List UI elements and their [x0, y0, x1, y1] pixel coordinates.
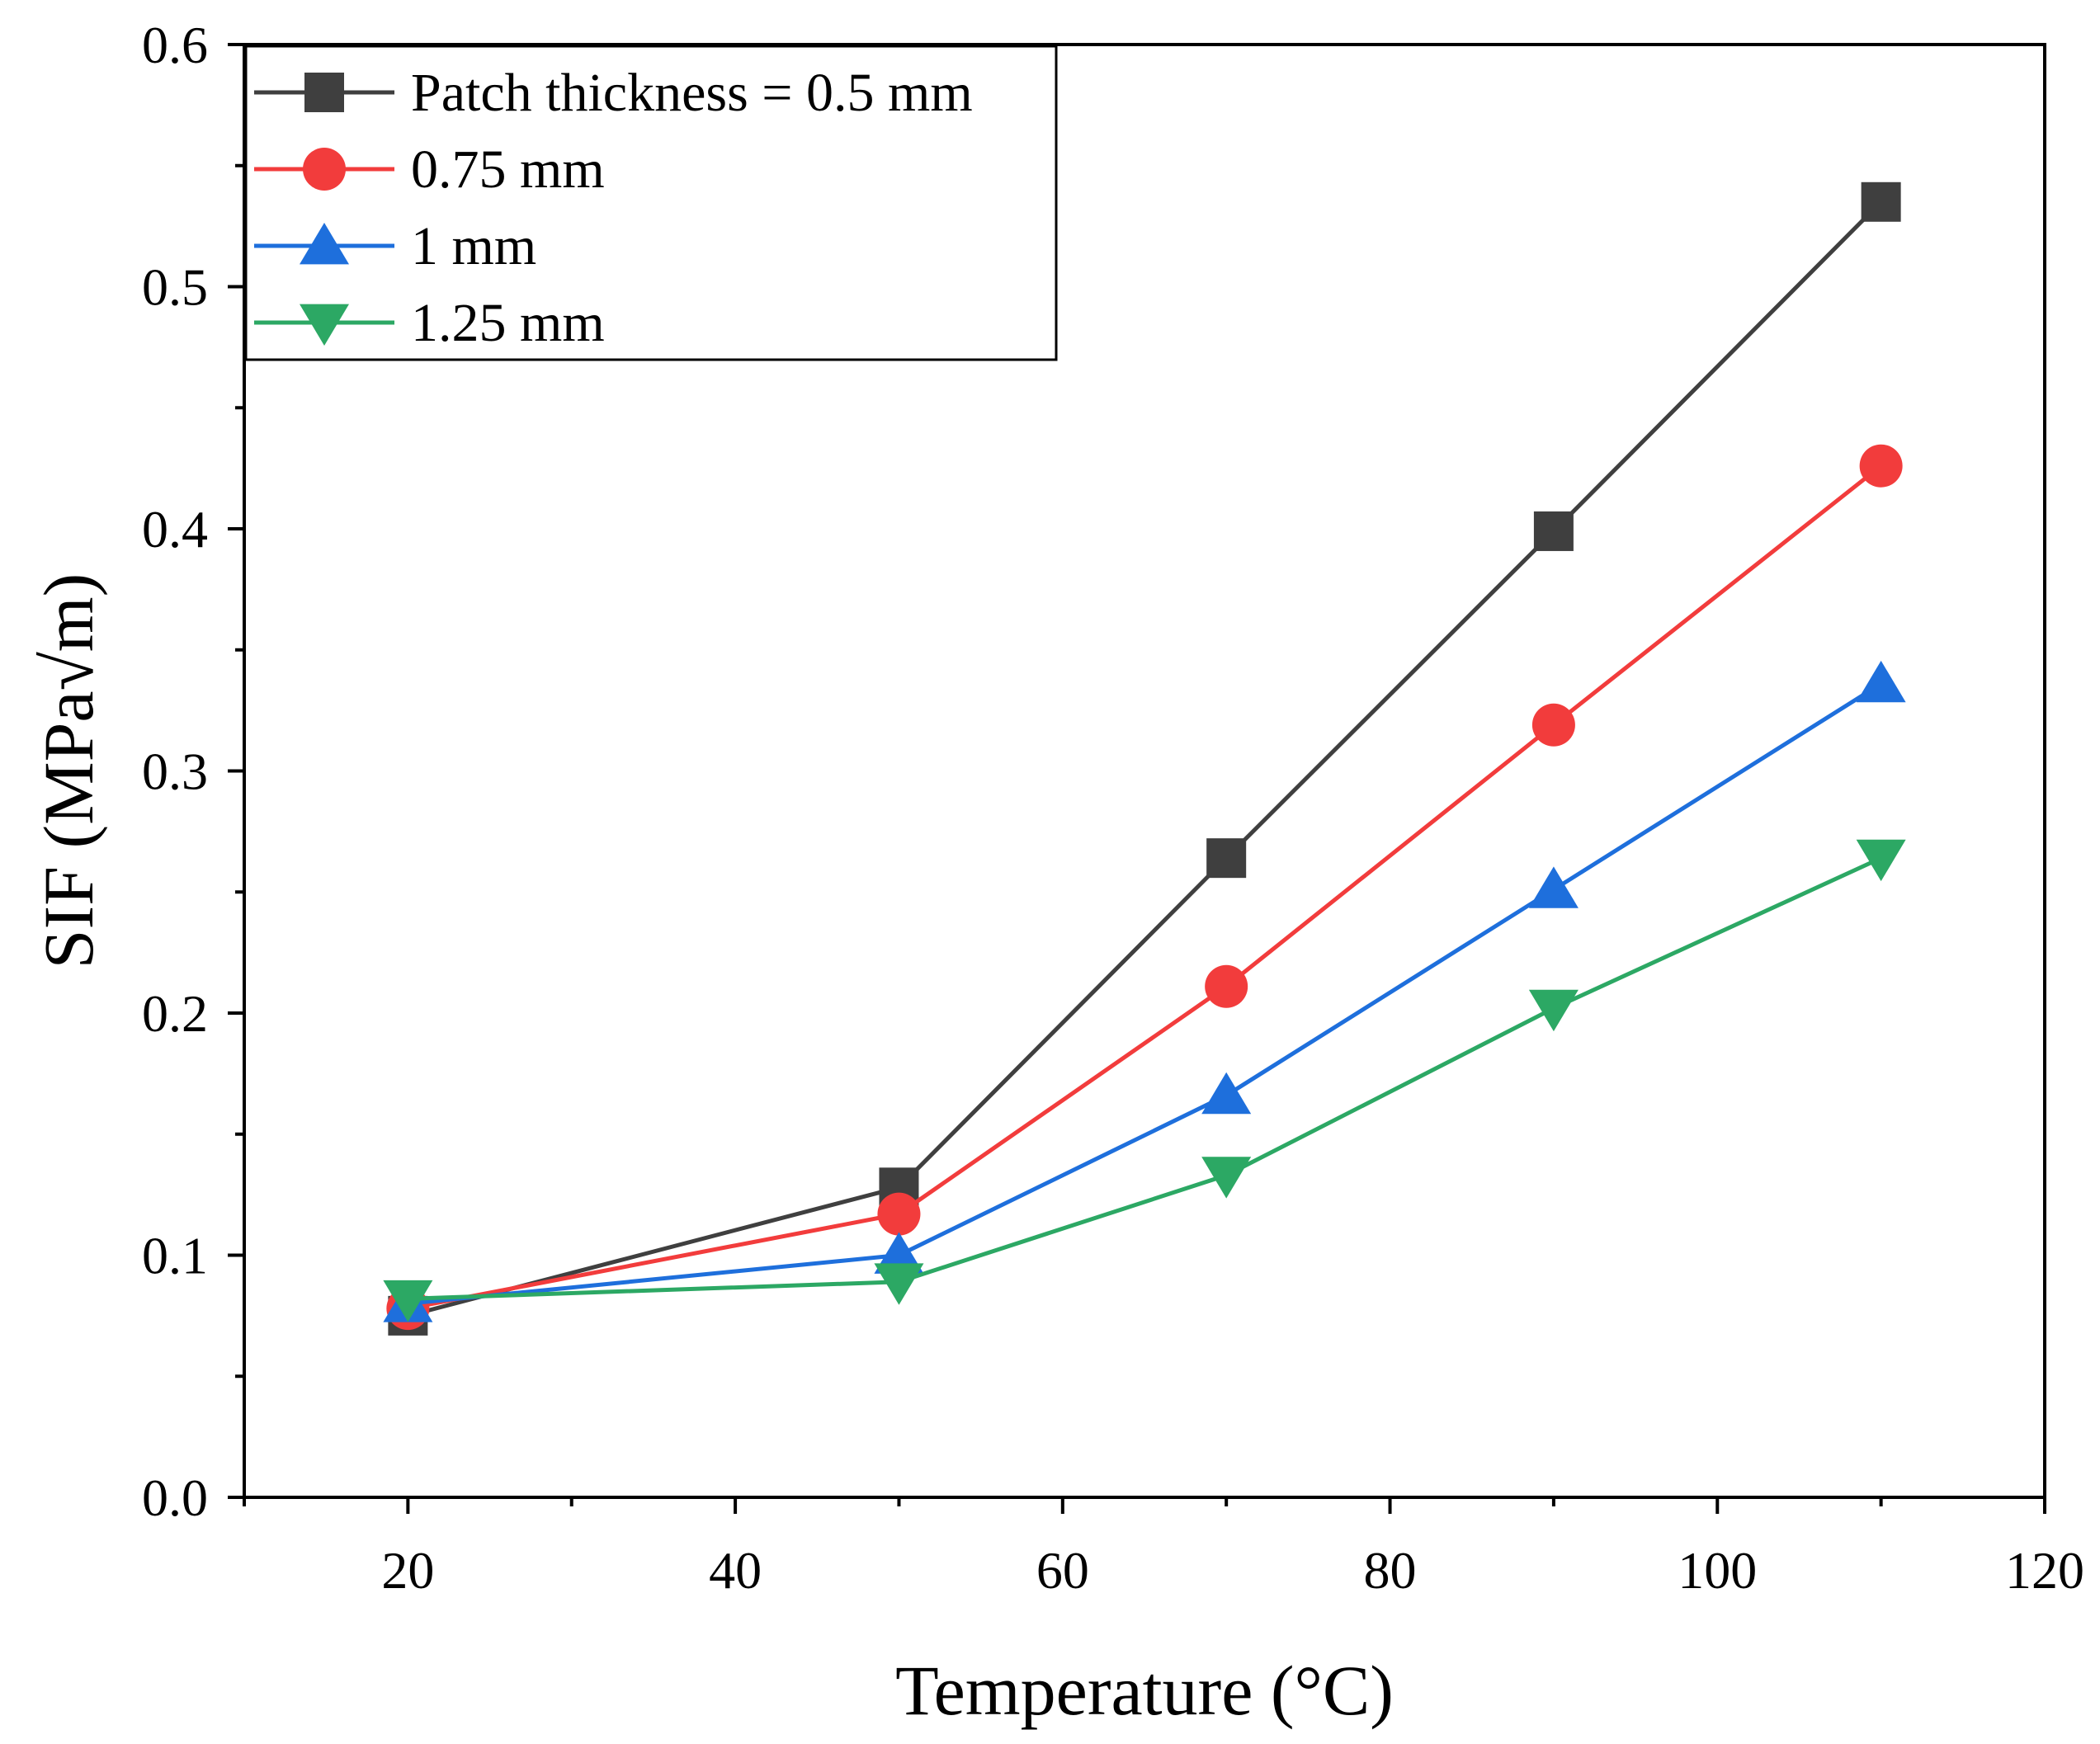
legend-item: 1.25 mm [254, 293, 605, 353]
y-tick-label: 0.2 [142, 984, 208, 1043]
data-point [1861, 181, 1901, 222]
legend-label: 0.75 mm [411, 139, 605, 200]
x-axis-title: Temperature (°C) [895, 1651, 1394, 1730]
data-point [1528, 866, 1579, 908]
y-tick-label: 0.3 [142, 742, 208, 801]
plot-frame [243, 43, 2046, 1499]
legend-marker [304, 73, 344, 112]
data-point [1206, 838, 1247, 879]
legend: Patch thickness = 0.5 mm 0.75 mm 1 mm 1.25 … [244, 45, 1058, 361]
series-4 [383, 839, 1906, 1322]
legend-label: 1.25 mm [411, 293, 605, 353]
legend-item: 1 mm [254, 216, 536, 276]
y-axis-title: SIF (MPa√m) [29, 573, 108, 969]
x-tick-label: 120 [2005, 1541, 2084, 1600]
data-point [383, 1280, 433, 1322]
ticks-layer: 20 40 60 80 100 120 0.0 0.1 0.2 0.3 0.4 0.5 0.6 [142, 16, 2084, 1600]
legend-box [244, 45, 1058, 361]
x-tick-label: 60 [1036, 1541, 1089, 1600]
data-point [1201, 1157, 1252, 1199]
data-point [1856, 660, 1906, 703]
data-point [1528, 989, 1579, 1032]
y-tick-label: 0.6 [142, 16, 208, 74]
data-point [877, 1192, 921, 1236]
legend-item: Patch thickness = 0.5 mm [254, 63, 973, 123]
legend-marker [300, 223, 349, 265]
data-point [1533, 511, 1574, 551]
data-point [1859, 444, 1903, 488]
x-tick-label: 20 [381, 1541, 434, 1600]
data-point [1205, 964, 1248, 1008]
x-tick-label: 80 [1364, 1541, 1417, 1600]
data-point [1856, 839, 1906, 882]
x-tick-label: 40 [709, 1541, 762, 1600]
data-point [874, 1232, 924, 1274]
legend-marker [300, 304, 349, 346]
y-tick-label: 0.4 [142, 500, 208, 559]
y-tick-label: 0.5 [142, 258, 208, 317]
legend-label: 1 mm [411, 216, 536, 276]
data-point [874, 1263, 924, 1305]
data-point [1531, 703, 1575, 747]
data-point [1201, 1072, 1252, 1115]
y-tick-label: 0.1 [142, 1227, 208, 1285]
series-layer [383, 181, 1906, 1336]
legend-label: Patch thickness = 0.5 mm [411, 63, 973, 123]
y-tick-label: 0.0 [142, 1468, 208, 1527]
legend-marker [303, 148, 346, 191]
legend-item: 0.75 mm [254, 139, 605, 200]
x-tick-label: 100 [1678, 1541, 1757, 1600]
